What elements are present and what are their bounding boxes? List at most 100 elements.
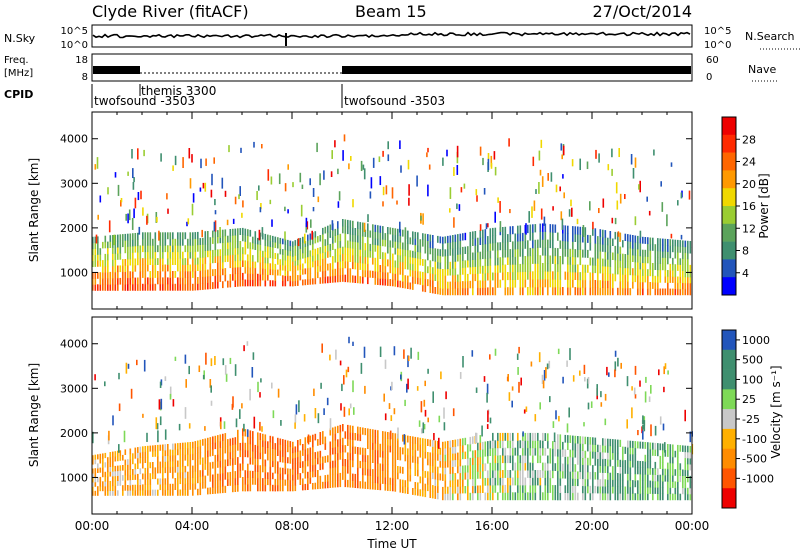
echo-cell: [382, 150, 384, 157]
echo-cell: [362, 467, 364, 476]
echo-cell: [152, 264, 154, 272]
echo-cell: [167, 251, 169, 259]
echo-cell: [237, 228, 239, 236]
echo-cell: [289, 452, 292, 459]
echo-cell: [609, 245, 612, 253]
echo-cell: [542, 432, 544, 441]
echo-cell: [463, 183, 466, 189]
echo-cell: [612, 466, 614, 474]
echo-cell: [434, 479, 437, 486]
echo-cell: [107, 462, 109, 468]
echo-cell: [224, 485, 227, 493]
echo-cell: [667, 257, 669, 265]
echo-cell: [378, 156, 381, 163]
echo-cell: [317, 482, 319, 490]
echo-cell: [299, 473, 302, 480]
echo-cell: [537, 247, 539, 256]
echo-cell: [452, 479, 454, 487]
echo-cell: [582, 450, 584, 458]
echo-cell: [422, 457, 424, 465]
echo-cell: [532, 286, 534, 296]
echo-cell: [207, 444, 209, 451]
echo-cell: [374, 231, 377, 239]
echo-cell: [682, 288, 684, 296]
echo-cell: [379, 470, 382, 478]
echo-cell: [172, 443, 174, 450]
echo-cell: [252, 457, 254, 465]
echo-cell: [424, 278, 427, 286]
echo-cell: [232, 437, 234, 445]
echo-cell: [337, 201, 340, 208]
echo-cell: [382, 278, 384, 286]
echo-cell: [564, 271, 567, 280]
echo-cell: [172, 283, 174, 291]
echo-cell: [502, 249, 504, 258]
echo-cell: [684, 451, 687, 459]
echo-cell: [609, 259, 612, 267]
echo-cell: [374, 449, 377, 457]
echo-cell: [597, 451, 599, 459]
echo-cell: [152, 258, 154, 265]
echo-cell: [352, 459, 354, 468]
echo-cell: [357, 467, 359, 475]
echo-cell: [687, 457, 689, 465]
echo-cell: [344, 233, 347, 241]
echo-cell: [674, 469, 677, 476]
echo-cell: [624, 233, 627, 241]
echo-cell: [609, 459, 612, 467]
echo-cell: [289, 260, 292, 267]
echo-cell: [564, 456, 567, 465]
echo-cell: [612, 439, 614, 447]
echo-cell: [107, 259, 109, 267]
echo-cell: [657, 493, 659, 501]
echo-cell: [687, 475, 689, 483]
echo-cell: [249, 450, 252, 458]
echo-cell: [139, 258, 142, 266]
echo-cell: [154, 489, 157, 496]
echo-cell: [114, 265, 117, 273]
echo-cell: [239, 253, 242, 261]
echo-cell: [396, 200, 398, 205]
echo-cell: [469, 457, 472, 466]
echo-cell: [347, 247, 349, 255]
echo-cell: [184, 465, 187, 473]
echo-cell: [562, 232, 564, 242]
echo-cell: [629, 254, 632, 262]
echo-cell: [331, 150, 333, 159]
echo-cell: [127, 474, 129, 481]
echo-cell: [662, 244, 664, 252]
echo-cell: [607, 280, 609, 289]
echo-cell: [544, 263, 547, 272]
echo-cell: [524, 484, 527, 493]
echo-cell: [562, 376, 564, 384]
echo-cell: [367, 276, 369, 285]
echo-cell: [332, 460, 334, 468]
echo-cell: [132, 252, 134, 259]
echo-cell: [117, 240, 119, 248]
echo-cell: [377, 258, 379, 266]
x-tick-label: 12:00: [375, 519, 410, 533]
echo-cell: [117, 284, 119, 291]
echo-cell: [272, 235, 274, 242]
echo-cell: [649, 487, 652, 494]
echo-cell: [294, 457, 297, 464]
echo-cell: [207, 487, 209, 495]
echo-cell: [312, 483, 314, 490]
echo-cell: [292, 458, 294, 464]
echo-cell: [584, 485, 587, 494]
echo-cell: [122, 284, 124, 291]
echo-cell: [637, 467, 639, 475]
echo-cell: [92, 260, 94, 267]
echo-cell: [264, 465, 267, 473]
echo-cell: [314, 231, 317, 238]
echo-cell: [627, 274, 629, 282]
echo-cell: [217, 262, 219, 270]
echo-cell: [272, 410, 275, 419]
echo-cell: [309, 267, 312, 274]
echo-cell: [559, 449, 562, 457]
echo-cell: [493, 151, 496, 160]
echo-cell: [479, 230, 482, 238]
echo-cell: [454, 473, 457, 481]
echo-cell: [319, 457, 322, 464]
echo-cell: [114, 259, 117, 267]
